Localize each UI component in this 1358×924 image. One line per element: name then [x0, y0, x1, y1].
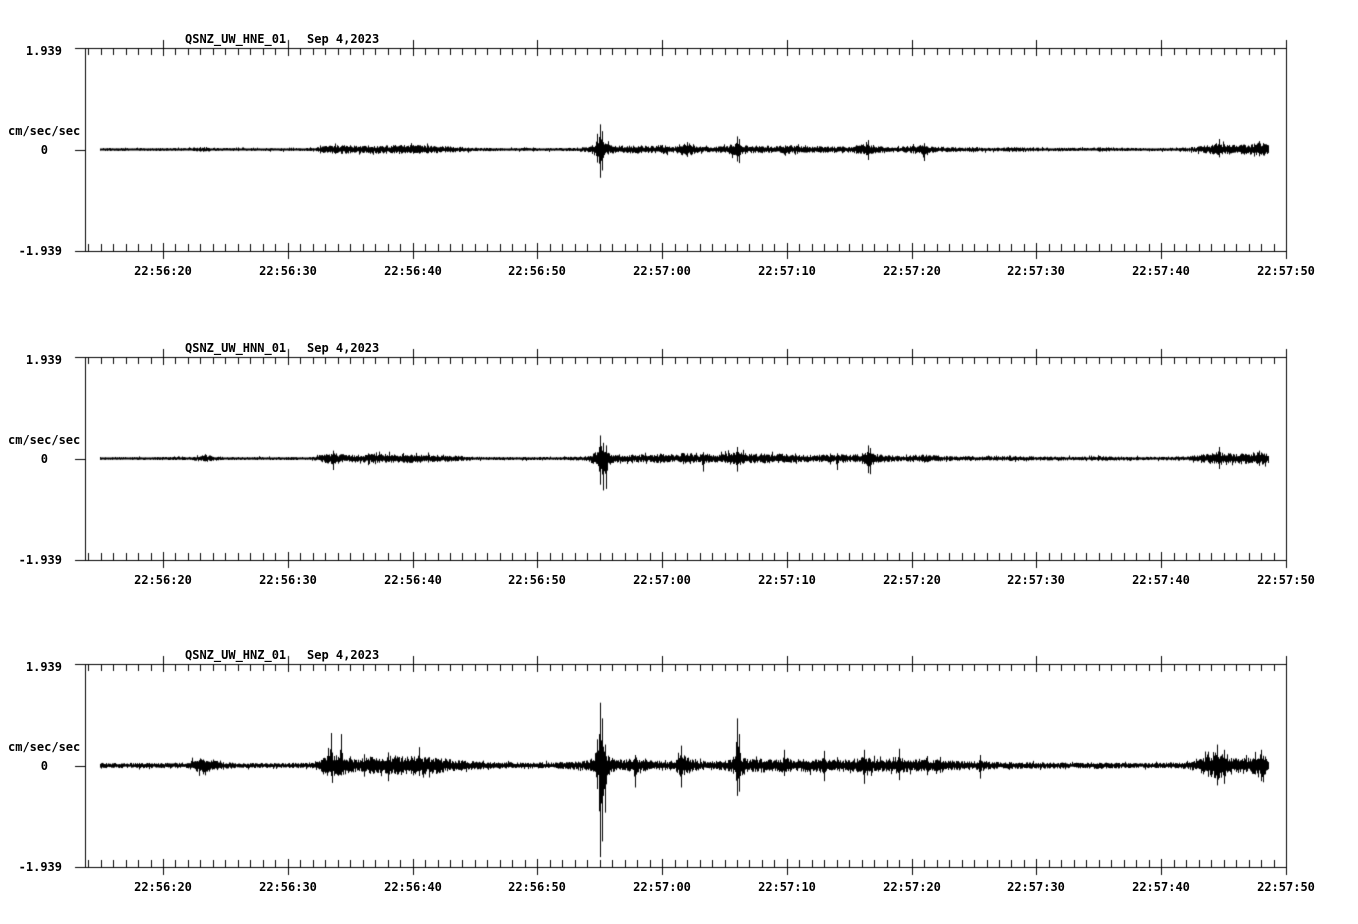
- x-axis-tick-label: 22:57:20: [883, 880, 941, 894]
- x-axis-tick-label: 22:56:30: [259, 573, 317, 587]
- x-axis-tick-label: 22:57:40: [1132, 880, 1190, 894]
- x-axis-tick-label: 22:57:10: [758, 264, 816, 278]
- x-axis-tick-label: 22:57:30: [1007, 880, 1065, 894]
- x-axis-tick-label: 22:57:10: [758, 880, 816, 894]
- x-axis-tick-label: 22:56:20: [134, 880, 192, 894]
- x-axis-tick-label: 22:56:50: [508, 880, 566, 894]
- y-axis-min-label: -1.939: [18, 860, 62, 874]
- y-axis-units-label: cm/sec/sec: [8, 123, 81, 138]
- y-axis-min-label: -1.939: [18, 553, 62, 567]
- trace-title: QSNZ_UW_HNN_01: [185, 341, 287, 355]
- x-axis-tick-label: 22:57:40: [1132, 573, 1190, 587]
- trace-date: Sep 4,2023: [307, 32, 380, 46]
- x-axis-tick-label: 22:57:00: [633, 573, 691, 587]
- y-axis-zero-label: 0: [40, 142, 48, 157]
- x-axis-tick-label: 22:56:40: [384, 573, 442, 587]
- x-axis-tick-label: 22:57:30: [1007, 264, 1065, 278]
- x-axis-tick-label: 22:57:20: [883, 573, 941, 587]
- y-axis-min-label: -1.939: [18, 244, 62, 258]
- x-axis-tick-label: 22:56:50: [508, 264, 566, 278]
- x-axis-tick-label: 22:57:00: [633, 880, 691, 894]
- x-axis-tick-label: 22:57:50: [1257, 573, 1315, 587]
- x-axis-tick-label: 22:57:20: [883, 264, 941, 278]
- y-axis-max-label: 1.939: [25, 660, 62, 674]
- trace-title: QSNZ_UW_HNE_01: [185, 32, 287, 46]
- trace-title: QSNZ_UW_HNZ_01: [185, 648, 287, 662]
- x-axis-tick-label: 22:56:20: [134, 264, 192, 278]
- y-axis-zero-label: 0: [40, 758, 48, 773]
- trace-date: Sep 4,2023: [307, 648, 380, 662]
- x-axis-tick-label: 22:56:50: [508, 573, 566, 587]
- x-axis-tick-label: 22:57:50: [1257, 880, 1315, 894]
- y-axis-units-label: cm/sec/sec: [8, 739, 81, 754]
- trace-date: Sep 4,2023: [307, 341, 380, 355]
- x-axis-tick-label: 22:56:30: [259, 880, 317, 894]
- x-axis-tick-label: 22:56:20: [134, 573, 192, 587]
- x-axis-tick-label: 22:57:00: [633, 264, 691, 278]
- x-axis-tick-label: 22:57:10: [758, 573, 816, 587]
- x-axis-tick-label: 22:56:40: [384, 264, 442, 278]
- y-axis-units-label: cm/sec/sec: [8, 432, 81, 447]
- x-axis-tick-label: 22:57:40: [1132, 264, 1190, 278]
- x-axis-tick-label: 22:56:30: [259, 264, 317, 278]
- x-axis-tick-label: 22:57:50: [1257, 264, 1315, 278]
- y-axis-max-label: 1.939: [25, 353, 62, 367]
- x-axis-tick-label: 22:56:40: [384, 880, 442, 894]
- y-axis-max-label: 1.939: [25, 44, 62, 58]
- x-axis-tick-label: 22:57:30: [1007, 573, 1065, 587]
- y-axis-zero-label: 0: [40, 451, 48, 466]
